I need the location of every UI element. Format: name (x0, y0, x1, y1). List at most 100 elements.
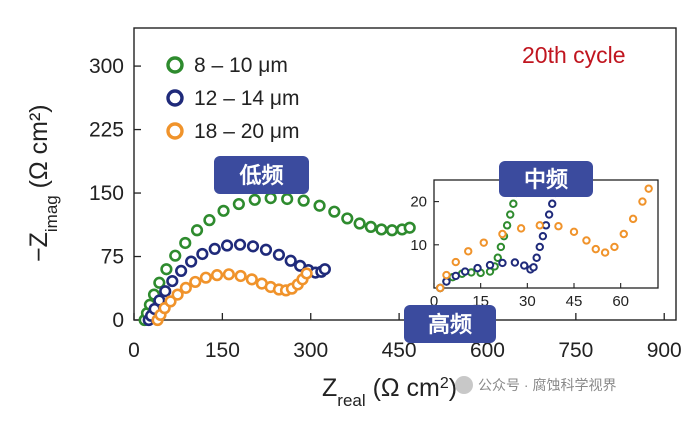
data-point (233, 238, 247, 251)
inset-data-point (538, 231, 548, 241)
data-point (175, 264, 188, 278)
watermark-text: 公众号 · 腐蚀科学视界 (478, 377, 616, 393)
inset-data-point (506, 210, 515, 219)
data-point (341, 212, 354, 225)
inset-x-tick-label: 0 (430, 293, 438, 310)
badge-mid-frequency: 中频 (499, 161, 593, 197)
data-point (169, 249, 182, 262)
watermark-icon (455, 376, 473, 394)
data-point (264, 192, 277, 205)
inset-data-point (548, 199, 557, 208)
inset-data-point (464, 247, 473, 256)
legend-label: 18 – 20 μm (194, 120, 300, 143)
data-point (196, 247, 209, 261)
inset-data-point (582, 236, 591, 245)
data-point (297, 194, 310, 207)
data-point (159, 285, 172, 298)
data-point (185, 255, 198, 268)
inset-data-point (600, 248, 610, 257)
data-point (164, 295, 177, 308)
series-3 (151, 267, 313, 327)
inset-data-point (591, 244, 600, 254)
legend-label: 12 – 14 μm (194, 87, 300, 110)
badge-mid-frequency-label: 中频 (524, 167, 568, 192)
badge-high-frequency: 高频 (404, 305, 496, 343)
data-point (171, 288, 184, 301)
series-2 (142, 238, 331, 327)
inset-data-point (544, 210, 554, 219)
data-point (300, 267, 313, 280)
inset-data-point (473, 263, 482, 273)
inset-x-tick-label: 60 (612, 293, 629, 310)
legend-marker (166, 89, 184, 107)
inset-data-point (535, 221, 544, 230)
inset-data-point (520, 261, 529, 270)
y-tick-label: 75 (101, 246, 124, 269)
inset-data-point (496, 242, 506, 252)
inset-data-point (436, 283, 445, 293)
data-point (160, 263, 173, 276)
y-tick-label: 300 (89, 55, 124, 78)
inset-data-point (554, 222, 563, 231)
x-tick-label: 450 (382, 339, 417, 362)
inset-data-point (502, 221, 512, 230)
watermark: 公众号 · 腐蚀科学视界 (455, 376, 616, 394)
data-point (166, 274, 179, 288)
data-point (220, 239, 234, 252)
data-point (281, 192, 294, 206)
data-point (375, 223, 388, 236)
data-point (259, 243, 273, 256)
badge-low-frequency-label: 低频 (238, 163, 283, 188)
inset-y-tick-label: 10 (410, 237, 427, 254)
inset-data-point (535, 242, 544, 252)
data-point (234, 269, 247, 283)
x-tick-label: 750 (558, 339, 593, 362)
inset-data-point (529, 263, 538, 272)
x-axis-title: Zreal (Ω cm2) (322, 374, 457, 410)
y-tick-label: 0 (112, 309, 124, 332)
data-point (313, 199, 326, 212)
data-point (403, 221, 416, 234)
data-point (364, 220, 377, 233)
data-point (318, 263, 331, 276)
data-point (208, 242, 221, 256)
inset-data-point (493, 253, 502, 262)
inset-data-point (498, 258, 507, 268)
x-tick-label: 900 (647, 339, 682, 362)
y-tick-label: 150 (89, 182, 124, 205)
inset-data-point (451, 271, 460, 281)
x-tick-label: 300 (293, 339, 328, 362)
data-point (385, 224, 399, 237)
data-point (217, 204, 230, 217)
data-point (222, 268, 235, 281)
data-point (203, 214, 216, 227)
badge-low-frequency: 低频 (214, 156, 309, 194)
data-point (248, 193, 261, 206)
inset-data-point (516, 224, 526, 233)
y-tick-label: 225 (89, 119, 124, 142)
inset-data-point (442, 270, 451, 280)
legend: 8 – 10 μm 12 – 14 μm 18 – 20 μm (166, 54, 300, 143)
inset-series-3 (436, 184, 653, 293)
badge-high-frequency-label: 高频 (428, 312, 472, 337)
x-tick-label: 0 (128, 339, 140, 362)
legend-marker (166, 122, 184, 140)
inset-data-point (498, 229, 507, 239)
legend-label: 8 – 10 μm (194, 54, 288, 77)
data-point (232, 197, 245, 211)
data-point (246, 240, 260, 253)
inset-data-point (510, 258, 520, 267)
data-point (190, 224, 204, 237)
inset-data-point (638, 197, 647, 206)
data-point (179, 281, 192, 294)
inset-data-point (610, 242, 619, 252)
inset-data-point (485, 260, 495, 270)
inset-x-tick-label: 30 (519, 293, 536, 310)
inset-data-point (619, 229, 628, 239)
inset-data-point (442, 277, 451, 286)
data-point (179, 236, 192, 250)
